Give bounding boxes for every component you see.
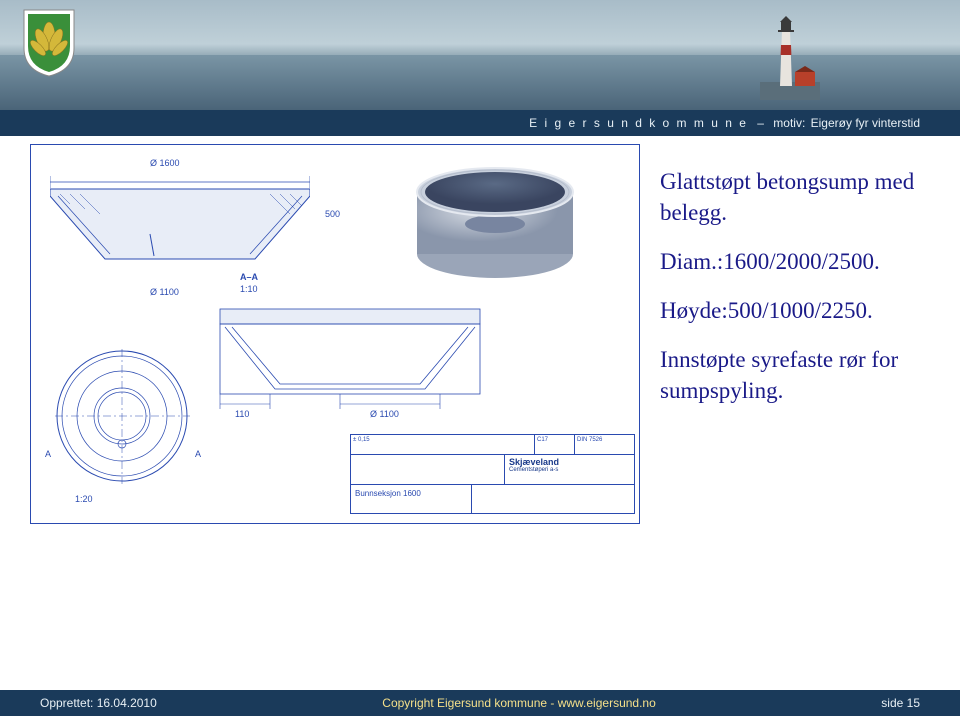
- dim-height: 500: [325, 209, 340, 219]
- tb-drawing-name: Bunnseksjon 1600: [355, 489, 421, 498]
- separator: –: [757, 116, 764, 130]
- plan-view: [55, 349, 190, 484]
- side-elevation-view: [210, 299, 490, 419]
- lighthouse-icon: [760, 10, 820, 100]
- description-text: Glattstøpt betongsump med belegg. Diam.:…: [660, 166, 920, 424]
- tb-tol: ± 0,15: [353, 437, 370, 443]
- footer-page: side 15: [881, 696, 920, 710]
- footer-copyright: Copyright Eigersund kommune - www.eigers…: [157, 696, 882, 710]
- title-bar: E i g e r s u n d k o m m u n e – motiv:…: [0, 110, 960, 136]
- dim-mid-width: Ø 1100: [150, 287, 179, 297]
- dim-top-width: Ø 1600: [150, 158, 180, 168]
- a-right: A: [195, 449, 201, 459]
- dim-side-110r: Ø 1100: [370, 409, 399, 419]
- dim-aa-scale: 1:10: [240, 284, 258, 294]
- created-date: 16.04.2010: [97, 696, 157, 710]
- desc-p1: Glattstøpt betongsump med belegg.: [660, 166, 920, 228]
- title-block: ± 0,15 C17 DIN 7526 Skjæveland Cementstø…: [350, 434, 635, 514]
- technical-drawing: Ø 1600 500 A–A 1:10 Ø 1100: [30, 144, 640, 524]
- page-label: side: [881, 696, 903, 710]
- footer-created: Opprettet: 16.04.2010: [40, 696, 157, 710]
- created-label: Opprettet:: [40, 696, 93, 710]
- desc-p2: Diam.:1600/2000/2500.: [660, 246, 920, 277]
- tb-std2: DIN 7526: [577, 437, 602, 443]
- cross-section-view: [50, 174, 310, 264]
- dim-side-110l: 110: [235, 409, 249, 419]
- a-left: A: [45, 449, 51, 459]
- plan-scale: 1:20: [75, 494, 93, 504]
- content-area: Ø 1600 500 A–A 1:10 Ø 1100: [0, 136, 960, 676]
- tb-std1: C17: [537, 437, 548, 443]
- desc-p3: Høyde:500/1000/2250.: [660, 295, 920, 326]
- tb-company-sub: Cementstøperi a-s: [509, 467, 630, 473]
- motiv-prefix: motiv:: [773, 116, 805, 130]
- org-name: E i g e r s u n d k o m m u n e: [529, 116, 748, 130]
- desc-p4: Innstøpte syrefaste rør for sumpspyling.: [660, 344, 920, 406]
- render-3d: [410, 154, 580, 284]
- dim-aa-label: A–A: [240, 272, 258, 282]
- municipal-shield-icon: [22, 8, 76, 78]
- header-banner: [0, 0, 960, 110]
- tb-company: Skjæveland: [509, 457, 630, 467]
- motiv-text: Eigerøy fyr vinterstid: [811, 116, 920, 130]
- footer-bar: Opprettet: 16.04.2010 Copyright Eigersun…: [0, 690, 960, 716]
- page-num: 15: [907, 696, 920, 710]
